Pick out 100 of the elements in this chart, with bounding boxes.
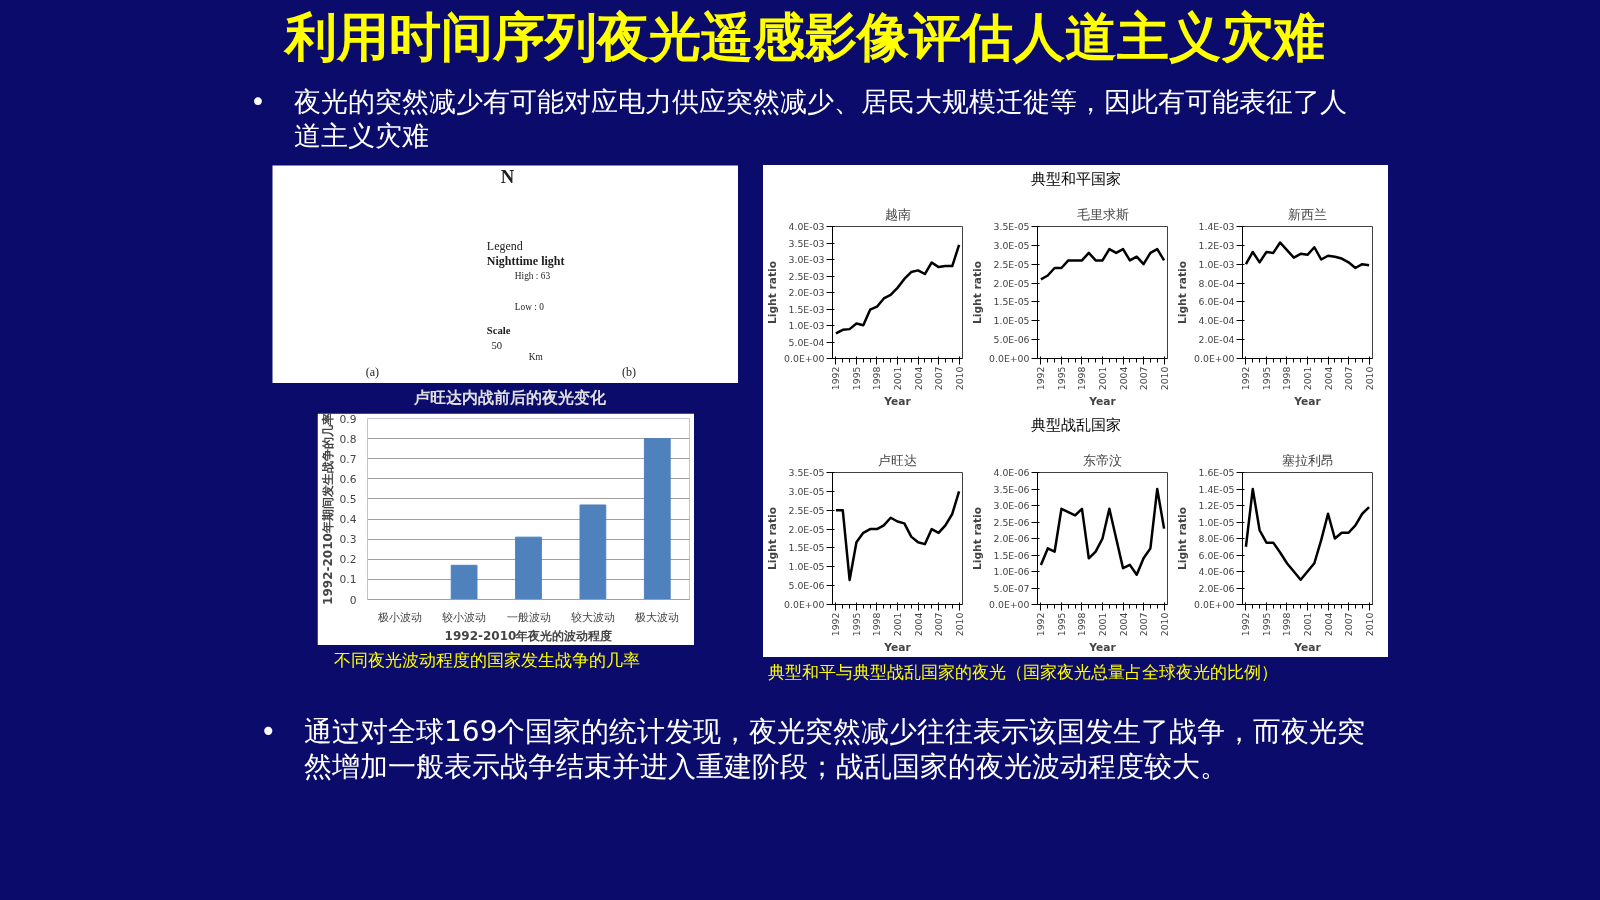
- text: Legend: [486, 238, 523, 253]
- y-tick-label: 1.4E-05: [1198, 483, 1235, 495]
- line-series: [834, 243, 961, 335]
- text: 利用时间序列夜光遥感影像评估人道主义灾难: [285, 6, 1325, 69]
- text: (a): [365, 365, 380, 380]
- y-tick-label: 0.9: [339, 412, 357, 426]
- y-tick-label: 2.0E-04: [1198, 334, 1235, 346]
- y-tick-label: 4.0E-06: [1198, 566, 1235, 577]
- x-tick-label: 极大波动: [634, 610, 680, 624]
- y-tick-label: 6.0E-04: [1198, 296, 1235, 308]
- x-tick-label: 2010: [1158, 612, 1170, 637]
- y-tick-label: 2.0E-05: [788, 523, 825, 535]
- y-tick-label: 2.0E-05: [993, 277, 1030, 289]
- text: Scale: [486, 324, 511, 336]
- x-tick-label: 2001: [1302, 612, 1313, 637]
- x-tick-label: 1998: [1281, 612, 1293, 637]
- text: 典型和平与典型战乱国家的夜光（国家夜光总量占全球夜光的比例）: [768, 662, 1278, 684]
- y-tick-label: 3.0E-05: [993, 239, 1030, 251]
- y-tick-label: 3.5E-03: [788, 237, 825, 249]
- chart-title: 越南: [884, 206, 911, 222]
- line-series: [1039, 247, 1166, 281]
- y-tick-label: 5.0E-06: [788, 580, 825, 592]
- y-axis-title: 1992-2010年期间发生战争的几率: [320, 413, 335, 605]
- x-tick-label: 1995: [1055, 366, 1067, 391]
- text: 夜光的突然减少有可能对应电力供应突然减少、居民大规模迁徙等，因此有可能表征了人道主义灾难: [294, 85, 1348, 153]
- bar: [515, 536, 542, 600]
- y-tick-label: 8.0E-04: [1198, 277, 1235, 289]
- x-tick-label: 1992: [830, 366, 842, 391]
- chart-title: 东帝汶: [1083, 452, 1122, 468]
- x-tick-label: 2007: [1138, 366, 1150, 391]
- x-tick-label: 1998: [871, 612, 883, 637]
- y-tick-label: 4.0E-04: [1198, 315, 1235, 327]
- x-tick-label: 2007: [1138, 612, 1150, 637]
- y-tick-label: 2.5E-06: [993, 516, 1030, 528]
- y-tick-label: 1.5E-05: [788, 542, 825, 554]
- y-tick-label: 3.5E-05: [993, 221, 1030, 232]
- y-tick-label: 1.6E-05: [1198, 467, 1235, 478]
- y-tick-label: 3.0E-05: [788, 485, 825, 497]
- text: N: [500, 166, 515, 188]
- text: 不同夜光波动程度的国家发生战争的几率: [334, 650, 640, 672]
- x-tick-label: 2004: [1117, 612, 1129, 637]
- x-tick-label: 1992: [1035, 612, 1047, 637]
- y-tick-label: 0.4: [339, 513, 357, 527]
- text: 卢旺达内战前后的夜光变化: [414, 388, 606, 408]
- x-tick-label: 1995: [1260, 366, 1272, 391]
- chart-title: 新西兰: [1288, 206, 1327, 222]
- y-tick-label: 2.0E-06: [993, 533, 1030, 544]
- y-tick-label: 0: [349, 593, 357, 607]
- x-tick-label: 2010: [953, 366, 965, 391]
- x-tick-label: 1995: [1055, 612, 1067, 637]
- y-axis-title: Light ratio: [766, 261, 780, 324]
- chart-title: 卢旺达: [878, 452, 917, 468]
- y-tick-label: 1.2E-05: [1198, 500, 1235, 511]
- x-tick-label: 2010: [953, 612, 965, 637]
- text: High : 63: [514, 271, 551, 282]
- x-tick-label: 2007: [1343, 612, 1355, 637]
- y-tick-label: 0.1: [339, 573, 357, 587]
- x-tick-label: 2007: [933, 612, 945, 637]
- x-axis-title: Year: [1088, 395, 1117, 409]
- text: 典型战乱国家: [1030, 416, 1121, 435]
- y-tick-label: 4.0E-03: [788, 221, 825, 232]
- x-tick-label: 2010: [1363, 366, 1375, 391]
- y-tick-label: 5.0E-04: [788, 336, 825, 348]
- y-tick-label: 0.8: [339, 432, 357, 446]
- bar: [450, 564, 478, 600]
- x-tick-label: 1992: [1035, 366, 1047, 391]
- y-tick-label: 0.0E+00: [1194, 599, 1235, 610]
- x-tick-label: 1998: [1076, 612, 1088, 637]
- x-tick-label: 1998: [1281, 366, 1293, 391]
- x-tick-label: 2001: [892, 612, 903, 637]
- x-tick-label: 2004: [1322, 366, 1334, 391]
- x-tick-label: 较大波动: [570, 610, 615, 624]
- x-axis-title: 1992-2010年夜光的波动程度: [444, 628, 613, 643]
- x-axis-title: Year: [1293, 641, 1322, 655]
- y-tick-label: 3.0E-06: [993, 500, 1030, 511]
- text: 50: [491, 339, 503, 351]
- x-tick-label: 2004: [1117, 366, 1129, 391]
- x-tick-label: 极小波动: [376, 610, 422, 624]
- text: Low : 0: [514, 301, 545, 312]
- y-tick-label: 1.5E-06: [993, 549, 1030, 561]
- y-tick-label: 1.0E-05: [788, 561, 825, 573]
- x-tick-label: 1998: [871, 366, 883, 391]
- x-tick-label: 2001: [892, 366, 903, 391]
- y-tick-label: 0.2: [339, 553, 357, 567]
- y-tick-label: 3.0E-03: [788, 254, 825, 265]
- x-tick-label: 2007: [933, 366, 945, 391]
- text: (b): [622, 365, 636, 380]
- x-axis-title: Year: [1293, 395, 1322, 409]
- y-tick-label: 3.5E-06: [993, 483, 1030, 495]
- x-tick-label: 1995: [850, 612, 862, 637]
- x-tick-label: 一般波动: [506, 610, 551, 624]
- x-tick-label: 1995: [850, 366, 862, 391]
- y-tick-label: 1.2E-03: [1198, 239, 1235, 251]
- text: Nighttime light: [486, 253, 565, 268]
- bar: [643, 438, 671, 600]
- y-axis-title: Light ratio: [971, 507, 985, 570]
- y-tick-label: 0.0E+00: [989, 353, 1030, 364]
- x-tick-label: 2007: [1343, 366, 1355, 391]
- y-tick-label: 4.0E-06: [993, 467, 1030, 478]
- chart-title: 毛里求斯: [1076, 206, 1129, 222]
